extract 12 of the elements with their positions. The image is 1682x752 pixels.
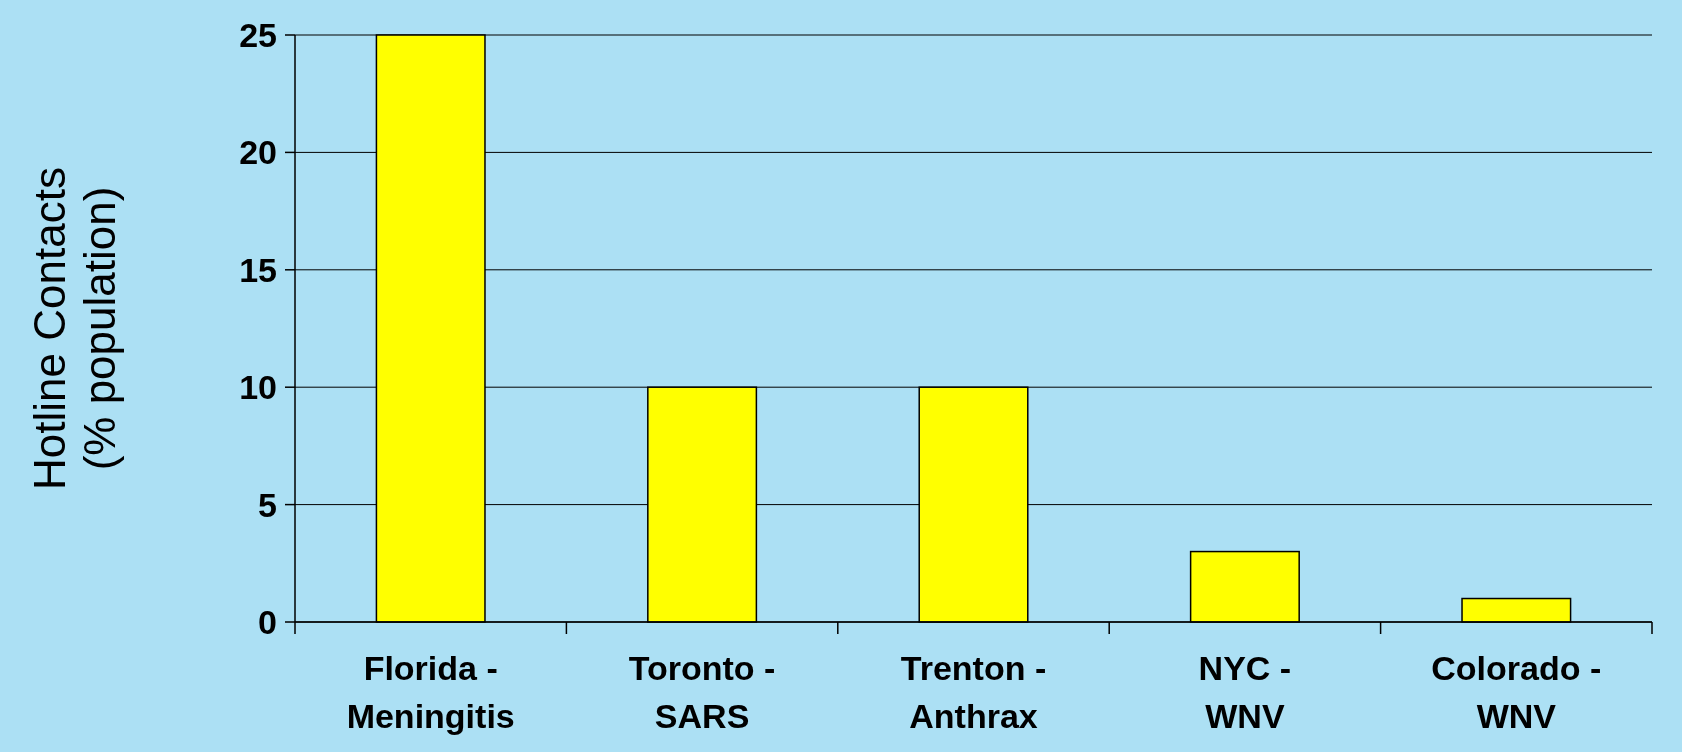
x-tick-label: Colorado - WNV [1431, 649, 1602, 735]
y-tick-label: 10 [239, 368, 277, 407]
x-tick-label: NYC - WNV [1198, 649, 1292, 735]
y-axis-title: Hotline Contacts (% population) [25, 167, 124, 490]
y-tick-label: 5 [258, 485, 277, 524]
y-tick-label: 25 [239, 15, 277, 54]
x-tick-label: Trenton - Anthrax [900, 649, 1047, 735]
y-tick-label: 20 [239, 133, 277, 172]
y-tick-label: 0 [258, 602, 277, 641]
x-tick-label: Florida - Meningitis [346, 649, 515, 735]
y-tick-label: 15 [239, 250, 277, 289]
x-tick-label: Toronto - SARS [628, 649, 776, 735]
